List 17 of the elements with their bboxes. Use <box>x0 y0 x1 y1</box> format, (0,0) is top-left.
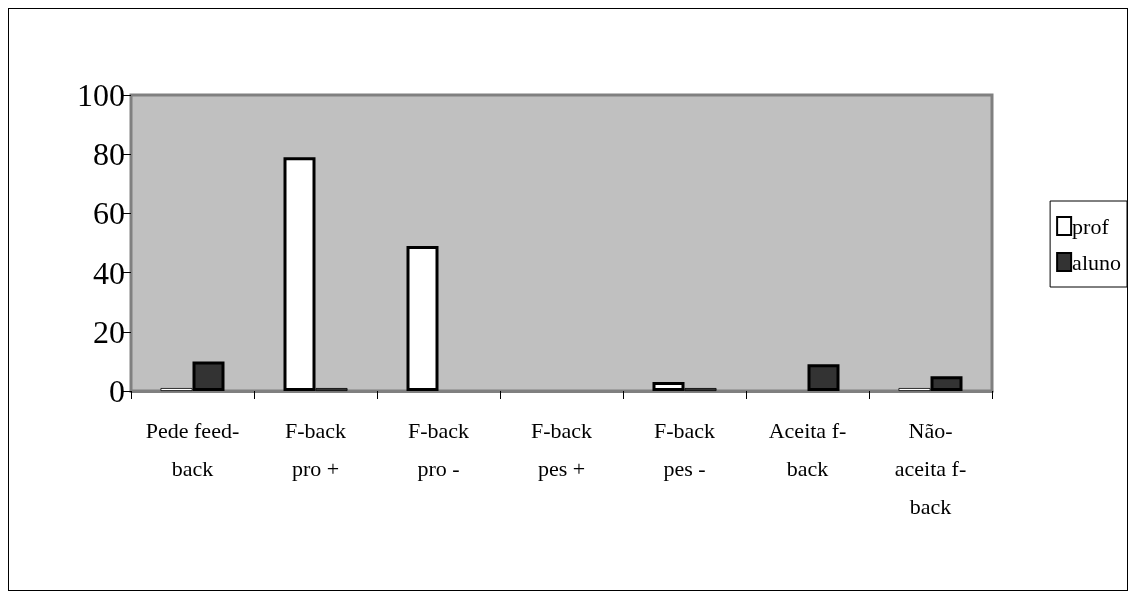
x-tick-label: Pede feed-back <box>145 417 240 481</box>
y-tick-label: 0 <box>109 373 125 409</box>
x-tick-label: F-back pes + <box>530 417 593 481</box>
y-tick-label: 100 <box>77 77 125 113</box>
x-tick-label: F-back pro + <box>284 417 347 481</box>
y-tick-label: 40 <box>93 254 125 291</box>
y-tick-label: 80 <box>93 136 125 173</box>
legend-label: prof <box>1072 213 1110 239</box>
x-tick-label: Aceita f-back <box>768 417 847 481</box>
legend-label: aluno <box>1072 249 1122 275</box>
x-tick-label: F-back pes - <box>653 417 716 481</box>
y-tick-label: 20 <box>93 313 125 350</box>
bar <box>807 364 840 391</box>
x-tick-label: Não-aceita f-back <box>894 417 967 519</box>
y-tick-label: 60 <box>93 195 125 232</box>
x-tick-label: F-back pro - <box>407 417 470 481</box>
bar <box>406 245 439 391</box>
